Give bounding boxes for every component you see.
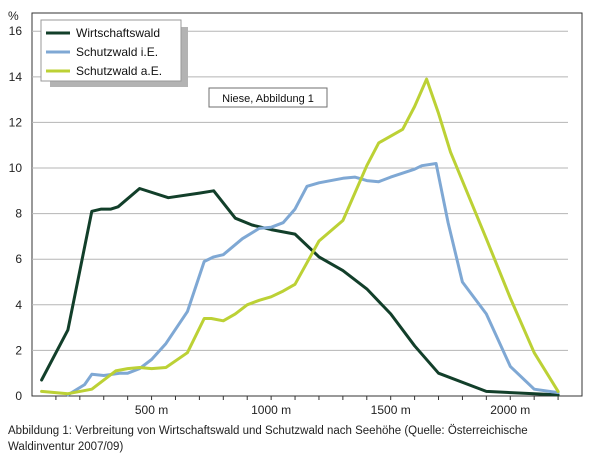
y-tick-label: 6 xyxy=(15,252,22,266)
y-axis-label: % xyxy=(8,9,19,23)
x-axis-ticks: 500 m 1000 m 1500 m 2000 m xyxy=(55,396,559,417)
series-line-3 xyxy=(40,77,560,396)
legend-items: Wirtschaftswald Schutzwald i.E. Schutzwald… xyxy=(46,26,162,78)
figure-caption: Abbildung 1: Verbreitung von Wirtschafts… xyxy=(8,423,588,455)
y-tick-label: 14 xyxy=(9,70,23,84)
y-tick-label: 0 xyxy=(15,389,22,403)
legend: Wirtschaftswald Schutzwald i.E. Schutzwald… xyxy=(40,19,188,87)
x-tick-label: 1500 m xyxy=(371,403,411,417)
legend-label: Schutzwald i.E. xyxy=(76,45,158,59)
legend-label: Wirtschaftswald xyxy=(76,26,160,40)
y-tick-label: 16 xyxy=(9,24,23,38)
y-tick-label: 2 xyxy=(15,343,22,357)
series-line-1 xyxy=(40,187,560,397)
y-axis-ticks: 0 2 4 6 8 10 12 14 16 xyxy=(9,24,23,403)
annotation-text: Niese, Abbildung 1 xyxy=(222,93,314,105)
series-lines xyxy=(40,77,560,397)
annotation-box: Niese, Abbildung 1 xyxy=(208,87,328,108)
y-tick-label: 4 xyxy=(15,298,22,312)
y-tick-label: 12 xyxy=(9,115,23,129)
x-tick-label: 2000 m xyxy=(490,403,530,417)
annotation-frame xyxy=(208,87,328,108)
y-tick-label: 10 xyxy=(9,161,23,175)
caption-line-2: Waldinventur 2007/09) xyxy=(8,441,124,453)
series-line-2 xyxy=(66,162,560,397)
legend-label: Schutzwald a.E. xyxy=(76,64,162,78)
caption-line-1: Abbildung 1: Verbreitung von Wirtschafts… xyxy=(8,425,528,437)
x-tick-label: 1000 m xyxy=(251,403,291,417)
x-tick-label: 500 m xyxy=(135,403,168,417)
y-tick-label: 8 xyxy=(15,207,22,221)
